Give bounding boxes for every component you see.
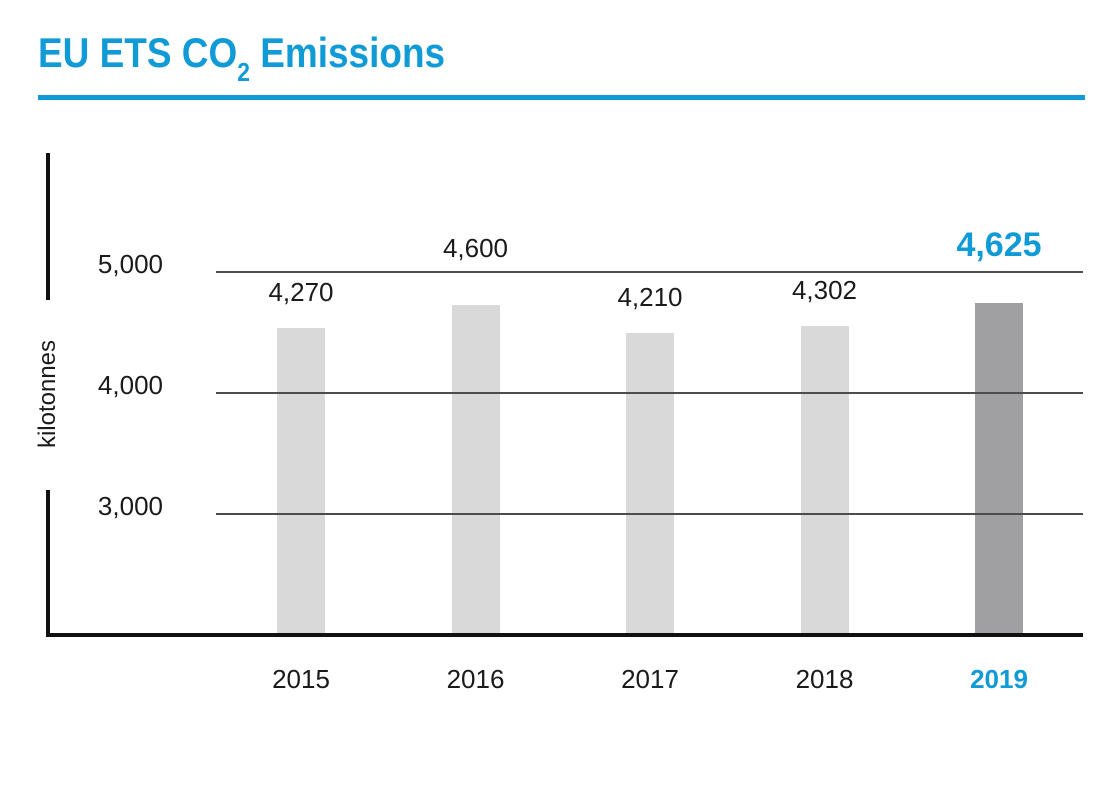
bar-2017 xyxy=(626,333,674,633)
x-tick-label-2017: 2017 xyxy=(621,664,679,694)
bar-2015 xyxy=(277,328,325,633)
x-axis-line xyxy=(46,633,1083,637)
y-axis-line-lower xyxy=(46,490,50,637)
title-underline xyxy=(38,95,1085,100)
page-title-subscript: 2 xyxy=(237,57,250,87)
bar-value-label-2017: 4,210 xyxy=(617,282,683,312)
bar-value-label-2016: 4,600 xyxy=(442,233,509,263)
page-title-suffix: Emissions xyxy=(249,29,446,76)
bar-value-label-2018: 4,302 xyxy=(791,275,858,305)
bar-value-label-2015: 4,270 xyxy=(268,277,334,307)
gridline-4000 xyxy=(216,392,1083,394)
y-tick-label-3000: 3,000 xyxy=(97,491,163,521)
bar-2018 xyxy=(800,326,849,633)
x-tick-label-2016: 2016 xyxy=(446,664,505,694)
gridline-3000 xyxy=(216,513,1083,515)
y-tick-label-5000: 5,000 xyxy=(97,249,163,279)
bar-value-label-2019: 4,625 xyxy=(956,226,1042,264)
page-title: EU ETS CO2 Emissions xyxy=(38,31,445,94)
bar-2016 xyxy=(451,305,500,633)
y-tick-label-4000: 4,000 xyxy=(97,370,163,400)
x-tick-label-2015: 2015 xyxy=(272,664,330,694)
x-tick-label-2019: 2019 xyxy=(970,664,1028,694)
gridline-5000 xyxy=(216,271,1083,273)
y-axis-line-upper xyxy=(46,153,50,300)
x-tick-label-2018: 2018 xyxy=(795,664,854,694)
bar-2019 xyxy=(975,303,1023,633)
page-title-prefix: EU ETS CO xyxy=(38,29,238,76)
